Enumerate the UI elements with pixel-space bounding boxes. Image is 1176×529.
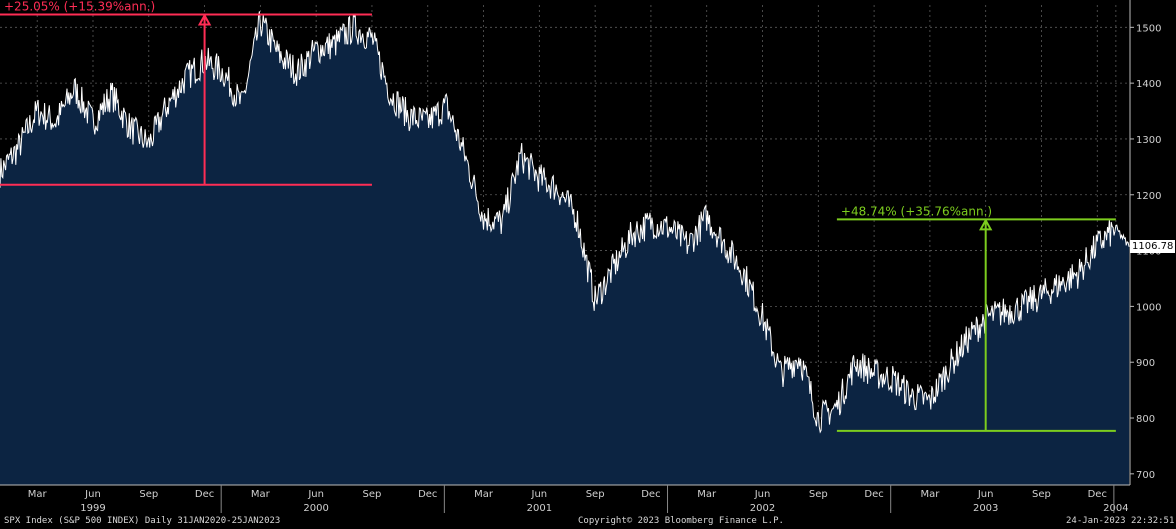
x-tick-label: Mar xyxy=(474,489,494,500)
y-tick-label: 1200 xyxy=(1136,191,1161,202)
annotation-arrow-head xyxy=(197,13,212,26)
footer: SPX Index (S&P 500 INDEX) Daily 31JAN202… xyxy=(0,514,1176,529)
y-tick-label: 1000 xyxy=(1136,302,1161,313)
x-year-label: 2001 xyxy=(527,503,552,514)
x-tick-label: Mar xyxy=(697,489,717,500)
x-tick-label: Dec xyxy=(641,489,660,500)
last-value-badge: 1106.78 xyxy=(1130,239,1176,253)
x-tick-label: Jun xyxy=(84,489,101,500)
x-tick-label: Dec xyxy=(418,489,437,500)
footer-copyright: Copyright© 2023 Bloomberg Finance L.P. xyxy=(578,516,784,526)
x-tick-label: Sep xyxy=(1032,489,1051,500)
x-tick-label: Dec xyxy=(195,489,214,500)
x-year-label: 2002 xyxy=(750,503,775,514)
y-axis: 700800900100011001200130014001500 xyxy=(1129,0,1161,485)
price-area xyxy=(0,11,1130,486)
x-year-label: 2000 xyxy=(303,503,328,514)
spx-price-chart: +25.05% (+15.39%ann.) +48.74% (+35.76%ann… xyxy=(0,0,1161,514)
y-tick-label: 1500 xyxy=(1136,23,1161,34)
x-tick-label: Sep xyxy=(586,489,605,500)
annotation-arrow-head xyxy=(978,218,993,231)
annotation-label: +25.05% (+15.39%ann.) xyxy=(4,0,155,13)
y-tick-label: 700 xyxy=(1136,470,1155,481)
x-tick-label: Jun xyxy=(307,489,324,500)
x-tick-label: Mar xyxy=(28,489,48,500)
x-tick-label: Dec xyxy=(1088,489,1107,500)
x-tick-label: Sep xyxy=(139,489,158,500)
x-tick-label: Mar xyxy=(251,489,271,500)
footer-ticker: SPX Index (S&P 500 INDEX) Daily 31JAN202… xyxy=(4,516,281,526)
x-tick-label: Sep xyxy=(363,489,382,500)
annotation-label: +48.74% (+35.76%ann.) xyxy=(841,204,992,218)
price-line xyxy=(0,11,1130,434)
y-tick-label: 1400 xyxy=(1136,79,1161,90)
y-tick-label: 800 xyxy=(1136,414,1155,425)
x-tick-label: Jun xyxy=(754,489,771,500)
x-tick-label: Jun xyxy=(977,489,994,500)
x-tick-label: Jun xyxy=(531,489,548,500)
annotations: +25.05% (+15.39%ann.) +48.74% (+35.76%ann… xyxy=(0,0,1116,432)
y-tick-label: 1300 xyxy=(1136,135,1161,146)
x-tick-label: Dec xyxy=(864,489,883,500)
footer-timestamp: 24-Jan-2023 22:32:51 xyxy=(1066,516,1175,526)
x-year-label: 1999 xyxy=(80,503,105,514)
x-year-label: 2004 xyxy=(1103,503,1128,514)
x-tick-label: Mar xyxy=(920,489,940,500)
x-tick-label: Sep xyxy=(809,489,828,500)
y-tick-label: 900 xyxy=(1136,358,1155,369)
x-axis: Mar Jun 1999 Sep Dec Mar Jun 2000 Sep Dec Mar Jun 20… xyxy=(0,484,1130,514)
x-year-label: 2003 xyxy=(973,503,998,514)
